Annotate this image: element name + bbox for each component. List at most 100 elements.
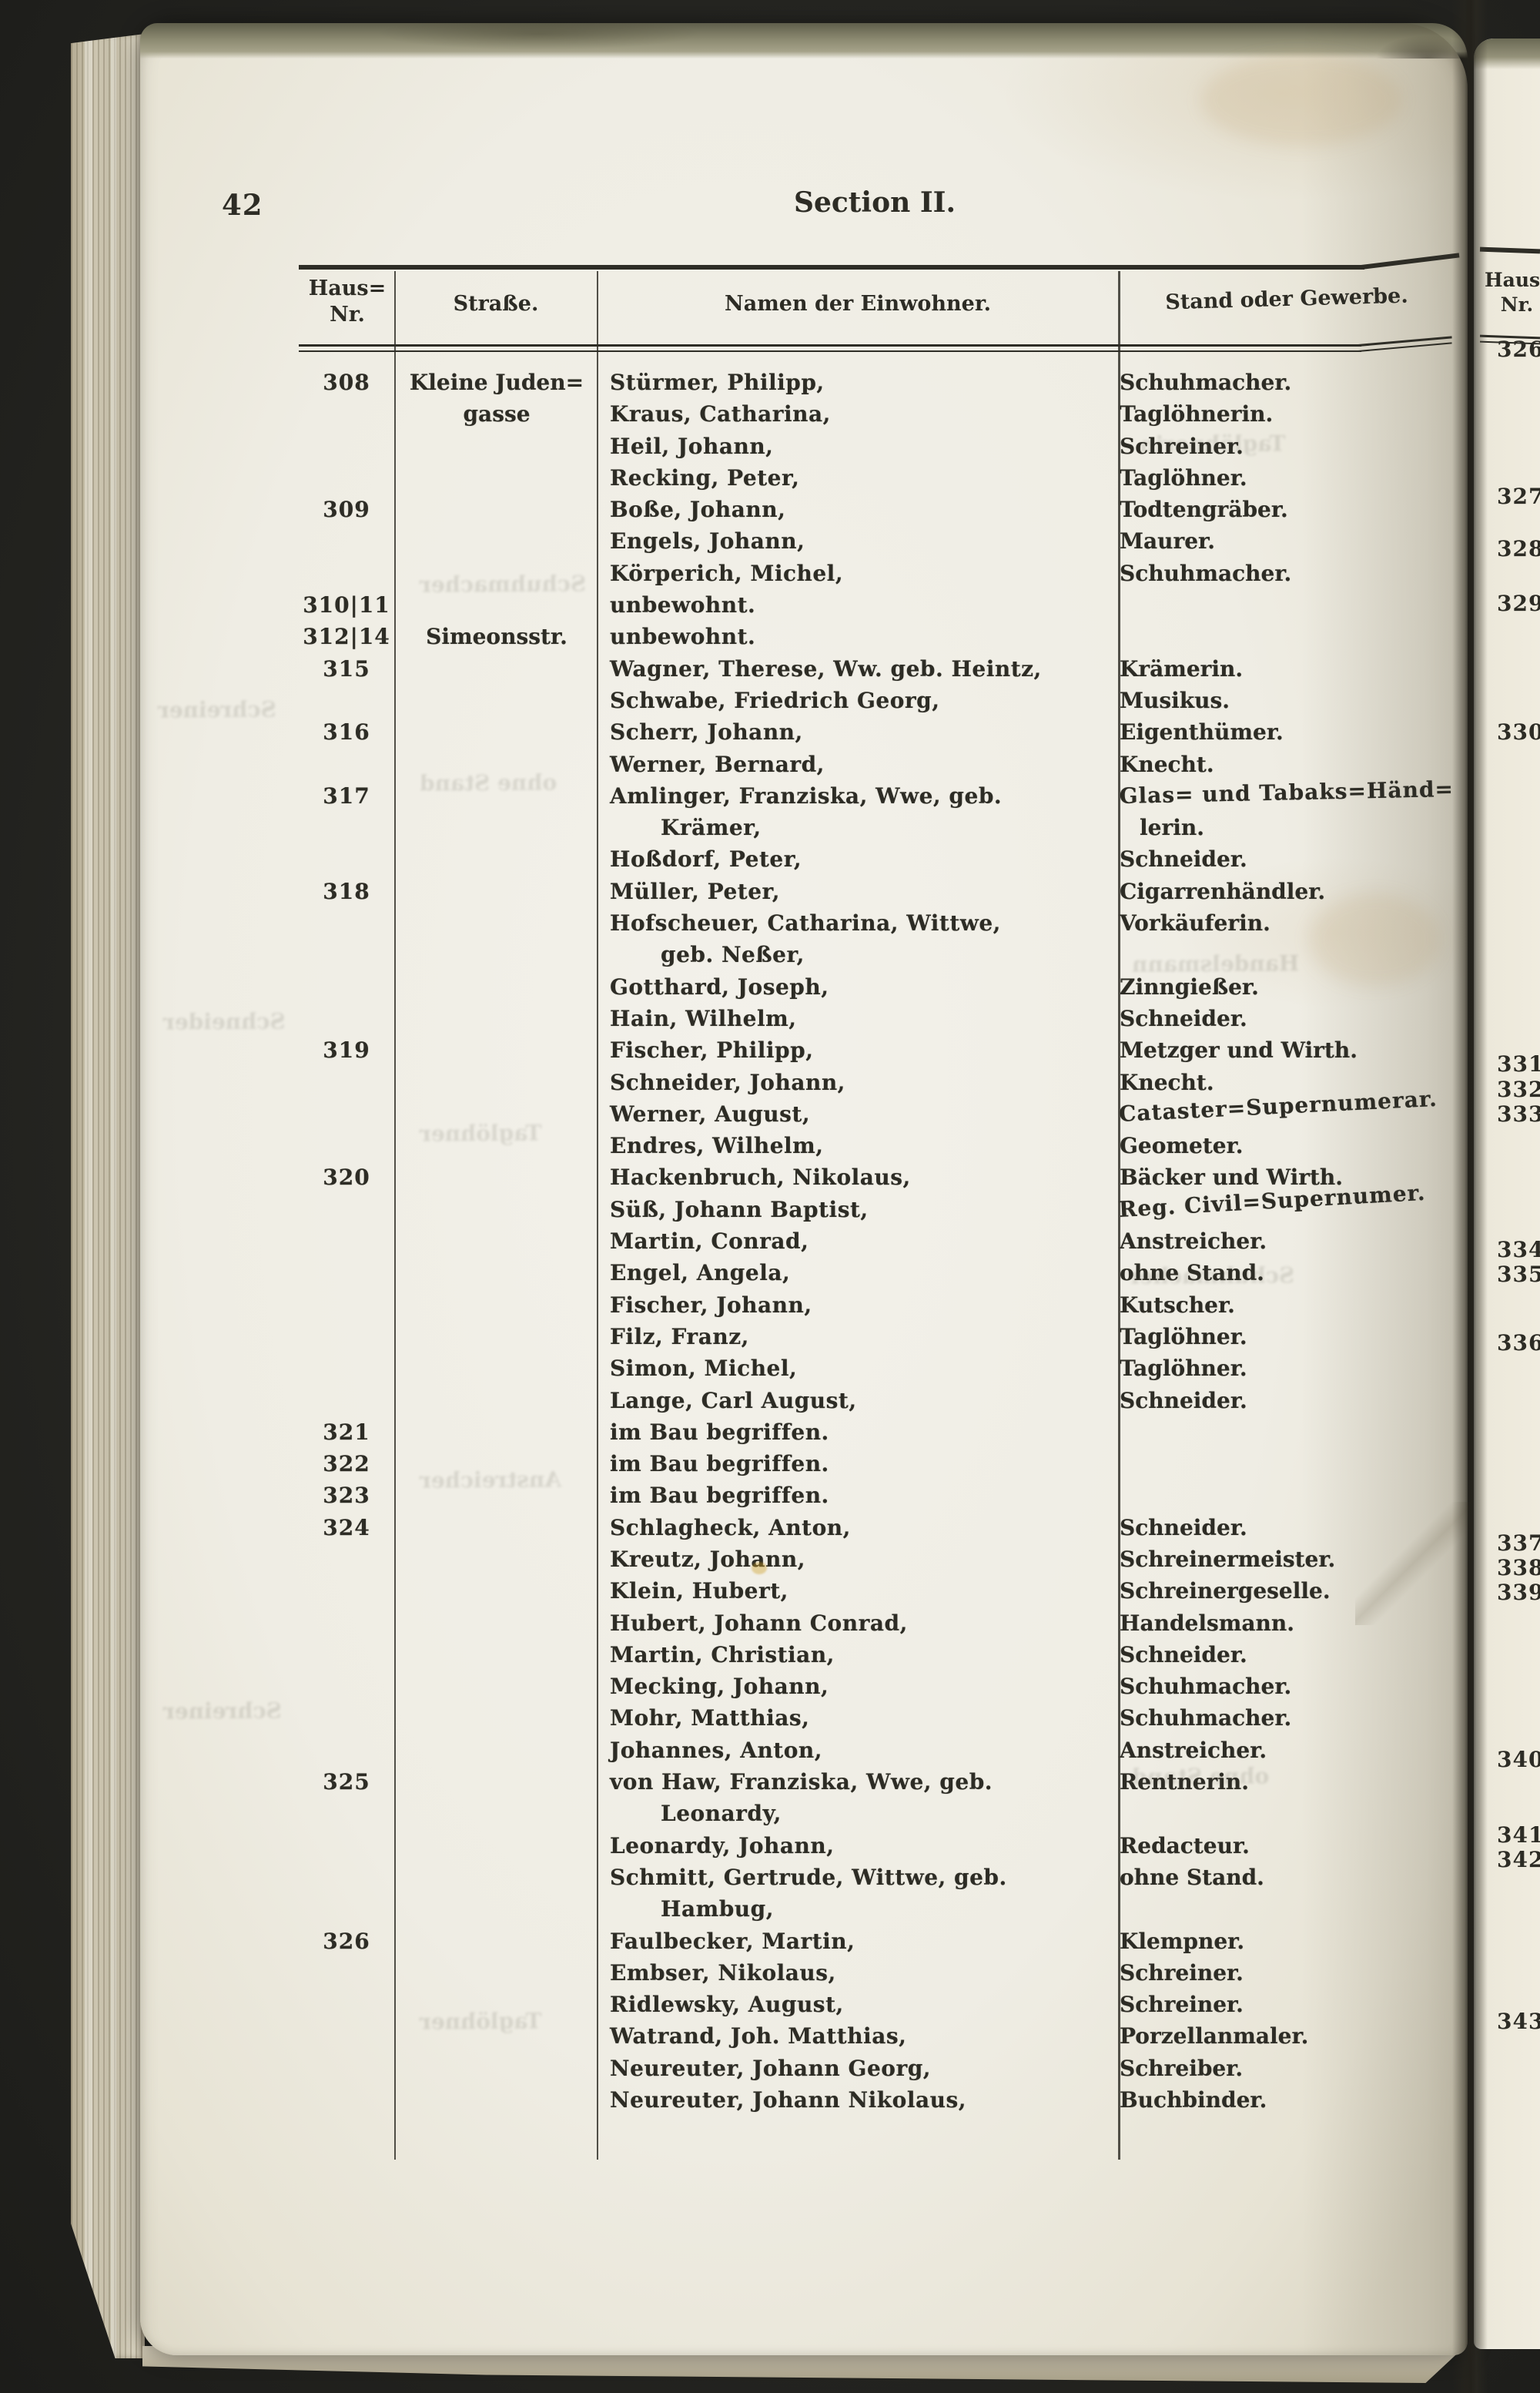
cell-name: Krämer,: [661, 815, 762, 841]
cell-name: Recking, Peter,: [610, 464, 800, 491]
page-crease: [1355, 1502, 1471, 1625]
table-row: 318 Müller, Peter, Cigarrenhändler.: [300, 876, 1471, 907]
cell-name: Fischer, Philipp,: [610, 1037, 814, 1064]
table-row: 326 Faulbecker, Martin, Klempner.: [300, 1925, 1471, 1957]
cell-name: Watrand, Joh. Matthias,: [610, 2023, 907, 2049]
cell-gewerbe: Todtengräber.: [1120, 497, 1288, 523]
section-title: Section II.: [793, 186, 956, 219]
table-row: 325 von Haw, Franziska, Wwe, geb. Rentneri…: [300, 1766, 1471, 1798]
right-page-haus-nr: 333: [1497, 1101, 1540, 1127]
cell-gewerbe: Schneider.: [1120, 1005, 1247, 1031]
col-header-strasse: Straße.: [453, 292, 539, 316]
table-row: Krämer, lerin.: [300, 812, 1471, 843]
cell-name: Amlinger, Franziska, Wwe, geb.: [610, 783, 1003, 809]
cell-gewerbe: Rentnerin.: [1120, 1769, 1250, 1795]
cell-name: unbewohnt.: [610, 624, 756, 650]
cell-haus-nr: 315: [323, 655, 370, 682]
right-page-haus-nr: 336: [1497, 1330, 1540, 1356]
table-row: 312|14 Simeonsstr. unbewohnt.: [300, 621, 1471, 652]
cell-name: Ridlewsky, August,: [610, 1992, 844, 2018]
cell-haus-nr: 321: [323, 1419, 370, 1445]
table-row: Ridlewsky, August, Schreiner.: [300, 1989, 1471, 2020]
cell-name: Embser, Nikolaus,: [610, 1959, 836, 1986]
table-row: Simon, Michel, Taglöhner.: [300, 1352, 1471, 1384]
cell-name: Schlagheck, Anton,: [610, 1514, 851, 1540]
cell-gewerbe: Schreiner.: [1120, 433, 1244, 459]
table-row: Kreutz, Johann, Schreinermeister.: [300, 1543, 1471, 1575]
cell-gewerbe: Schneider.: [1120, 1641, 1247, 1667]
cell-gewerbe: Anstreicher.: [1120, 1228, 1267, 1255]
table-row: Leonardy, Johann, Redacteur.: [300, 1830, 1471, 1862]
cell-name: Schmitt, Gertrude, Wittwe, geb.: [610, 1864, 1007, 1890]
column-rule: [597, 271, 598, 2160]
right-page-haus-nr: 331: [1497, 1051, 1540, 1077]
cell-gewerbe: Schreiner.: [1120, 1959, 1244, 1986]
page-edge-band: [85, 34, 92, 2358]
cell-gewerbe: Vorkäuferin.: [1120, 910, 1270, 937]
cell-haus-nr: 312|14: [303, 624, 390, 650]
cell-haus-nr: 317: [323, 783, 370, 809]
cell-name: Neureuter, Johann Georg,: [610, 2055, 932, 2081]
column-rule: [1118, 271, 1120, 2160]
cell-strasse: Simeonsstr.: [426, 624, 567, 650]
table-row: 310|11 unbewohnt.: [300, 589, 1471, 621]
table-row: Süß, Johann Baptist, Reg. Civil=Supernume…: [300, 1180, 1471, 1225]
right-page-haus-nr: 329: [1497, 591, 1540, 616]
table-row: Schmitt, Gertrude, Wittwe, geb. ohne Stan…: [300, 1862, 1471, 1893]
table-row: Lange, Carl August, Schneider.: [300, 1385, 1471, 1416]
cell-name: Leonardy,: [661, 1801, 782, 1827]
cell-name: Hain, Wilhelm,: [610, 1005, 797, 1031]
right-page-haus-nr: 332: [1497, 1077, 1540, 1102]
cell-name: Schneider, Johann,: [610, 1069, 845, 1095]
table-row: Klein, Hubert, Schreinergeselle.: [300, 1575, 1471, 1607]
table-row: Neureuter, Johann Nikolaus, Buchbinder.: [300, 2084, 1471, 2116]
table-row: Martin, Christian, Schneider.: [300, 1639, 1471, 1671]
bleed-through-text: Schreiner: [157, 696, 276, 723]
table-row: Gotthard, Joseph, Zinngießer.: [300, 971, 1471, 1003]
table-row: 309 Boße, Johann, Todtengräber.: [300, 494, 1471, 525]
cell-gewerbe: Geometer.: [1120, 1133, 1244, 1159]
table-row: Recking, Peter, Taglöhner.: [300, 462, 1471, 494]
page-edge-band: [111, 34, 116, 2358]
cell-strasse: Kleine Juden=: [409, 370, 584, 395]
table-row: 316 Scherr, Johann, Eigenthümer.: [300, 716, 1471, 748]
cell-name: Martin, Christian,: [610, 1641, 835, 1667]
cell-gewerbe: Klempner.: [1120, 1928, 1245, 1954]
cell-strasse: gasse: [463, 401, 531, 427]
cell-gewerbe: Taglöhner.: [1120, 464, 1247, 491]
cell-gewerbe: Cigarrenhändler.: [1120, 878, 1326, 904]
page-top-edge: [140, 23, 1468, 59]
cell-name: im Bau begriffen.: [610, 1419, 829, 1445]
cell-haus-nr: 309: [323, 497, 370, 523]
cell-gewerbe: Handelsmann.: [1120, 1610, 1294, 1636]
right-page-col-header-haus-nr: Haus= Nr.: [1485, 268, 1540, 317]
table-row: Werner, Bernard, Knecht.: [300, 749, 1471, 780]
table-row: geb. Neßer,: [300, 939, 1471, 970]
cell-gewerbe: ohne Stand.: [1120, 1260, 1264, 1286]
cell-gewerbe: Anstreicher.: [1120, 1737, 1267, 1763]
right-col-header-line1: Haus=: [1485, 269, 1540, 291]
cell-haus-nr: 319: [323, 1037, 370, 1064]
cell-name: Lange, Carl August,: [610, 1387, 857, 1413]
right-page-haus-nr: 342: [1497, 1847, 1540, 1872]
cell-name: Mecking, Johann,: [610, 1674, 829, 1700]
cell-gewerbe: Taglöhner.: [1120, 1323, 1247, 1349]
cell-haus-nr: 316: [323, 719, 370, 746]
right-page-haus-nr: 334: [1497, 1237, 1540, 1262]
cell-name: Werner, Bernard,: [610, 751, 825, 777]
cell-name: Leonardy, Johann,: [610, 1832, 835, 1858]
table-row: Mohr, Matthias, Schuhmacher.: [300, 1702, 1471, 1734]
right-page-haus-nr: 330: [1497, 719, 1540, 745]
col-header-haus-nr: Haus= Nr.: [302, 276, 393, 328]
table-row: Heil, Johann, Schreiner.: [300, 431, 1471, 462]
cell-name: Hubert, Johann Conrad,: [610, 1610, 908, 1636]
cell-name: Hofscheuer, Catharina, Wittwe,: [610, 910, 1001, 937]
cell-gewerbe: Schreiner.: [1120, 1992, 1244, 2018]
book-page-left: [140, 23, 1468, 2355]
cell-name: von Haw, Franziska, Wwe, geb.: [610, 1769, 993, 1795]
table-row: Johannes, Anton, Anstreicher.: [300, 1734, 1471, 1766]
cell-name: Hoßdorf, Peter,: [610, 846, 802, 873]
cell-gewerbe: Eigenthümer.: [1120, 719, 1284, 746]
cell-name: Schwabe, Friedrich Georg,: [610, 687, 940, 713]
cell-gewerbe: Buchbinder.: [1120, 2087, 1267, 2113]
